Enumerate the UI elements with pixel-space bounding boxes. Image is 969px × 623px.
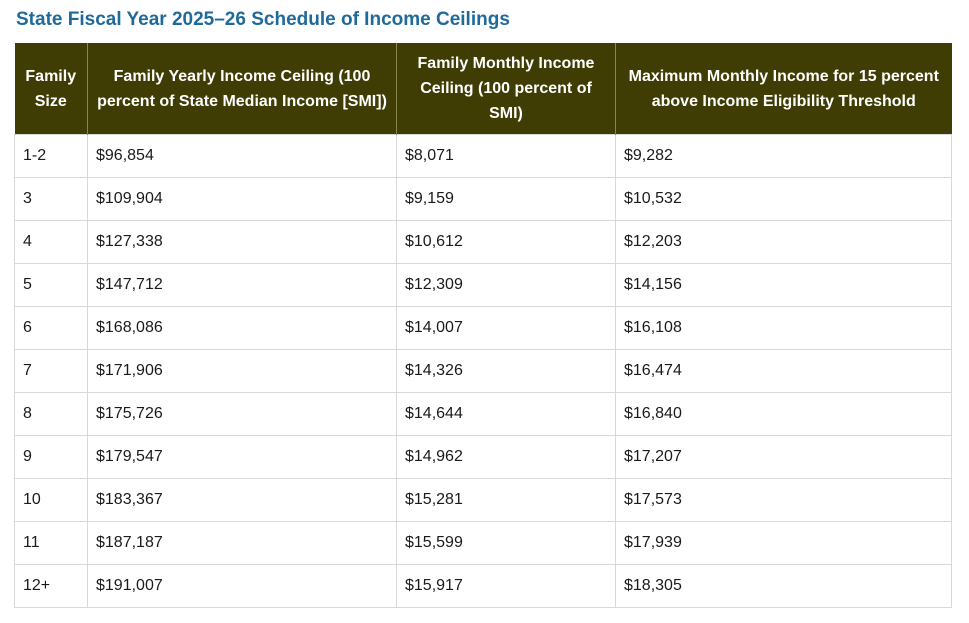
cell-yearly-ceiling: $168,086	[87, 306, 397, 350]
cell-monthly-ceiling: $14,007	[396, 306, 616, 350]
cell-yearly-ceiling: $175,726	[87, 392, 397, 436]
cell-max-monthly-income: $18,305	[615, 564, 952, 608]
table-row: 4 $127,338 $10,612 $12,203	[14, 220, 952, 264]
cell-family-size: 10	[14, 478, 88, 522]
header-monthly-income-ceiling: Family Monthly Income Ceiling (100 perce…	[396, 43, 616, 135]
cell-monthly-ceiling: $14,962	[396, 435, 616, 479]
cell-family-size: 12+	[14, 564, 88, 608]
table-row: 11 $187,187 $15,599 $17,939	[14, 521, 952, 565]
table-row: 5 $147,712 $12,309 $14,156	[14, 263, 952, 307]
cell-max-monthly-income: $17,207	[615, 435, 952, 479]
table-row: 9 $179,547 $14,962 $17,207	[14, 435, 952, 479]
table-body: 1-2 $96,854 $8,071 $9,282 3 $109,904 $9,159 $10…	[14, 134, 952, 608]
cell-yearly-ceiling: $191,007	[87, 564, 397, 608]
cell-monthly-ceiling: $10,612	[396, 220, 616, 264]
cell-yearly-ceiling: $183,367	[87, 478, 397, 522]
table-row: 6 $168,086 $14,007 $16,108	[14, 306, 952, 350]
cell-monthly-ceiling: $8,071	[396, 134, 616, 178]
income-ceilings-table: Family Size Family Yearly Income Ceiling…	[14, 43, 952, 608]
cell-monthly-ceiling: $14,326	[396, 349, 616, 393]
cell-max-monthly-income: $16,108	[615, 306, 952, 350]
cell-yearly-ceiling: $179,547	[87, 435, 397, 479]
cell-max-monthly-income: $17,939	[615, 521, 952, 565]
table-row: 1-2 $96,854 $8,071 $9,282	[14, 134, 952, 178]
cell-family-size: 4	[14, 220, 88, 264]
cell-monthly-ceiling: $15,281	[396, 478, 616, 522]
table-row: 8 $175,726 $14,644 $16,840	[14, 392, 952, 436]
cell-monthly-ceiling: $12,309	[396, 263, 616, 307]
table-row: 12+ $191,007 $15,917 $18,305	[14, 564, 952, 608]
cell-max-monthly-income: $14,156	[615, 263, 952, 307]
cell-yearly-ceiling: $187,187	[87, 521, 397, 565]
cell-monthly-ceiling: $14,644	[396, 392, 616, 436]
cell-monthly-ceiling: $15,917	[396, 564, 616, 608]
cell-family-size: 6	[14, 306, 88, 350]
cell-max-monthly-income: $17,573	[615, 478, 952, 522]
cell-family-size: 9	[14, 435, 88, 479]
header-row: Family Size Family Yearly Income Ceiling…	[14, 43, 952, 135]
table-row: 3 $109,904 $9,159 $10,532	[14, 177, 952, 221]
cell-yearly-ceiling: $109,904	[87, 177, 397, 221]
page-title: State Fiscal Year 2025–26 Schedule of In…	[16, 9, 510, 30]
table-row: 10 $183,367 $15,281 $17,573	[14, 478, 952, 522]
cell-family-size: 3	[14, 177, 88, 221]
cell-yearly-ceiling: $127,338	[87, 220, 397, 264]
table-header: Family Size Family Yearly Income Ceiling…	[14, 43, 952, 135]
cell-yearly-ceiling: $171,906	[87, 349, 397, 393]
cell-monthly-ceiling: $9,159	[396, 177, 616, 221]
cell-yearly-ceiling: $147,712	[87, 263, 397, 307]
header-yearly-income-ceiling: Family Yearly Income Ceiling (100 percen…	[87, 43, 397, 135]
cell-family-size: 5	[14, 263, 88, 307]
table-row: 7 $171,906 $14,326 $16,474	[14, 349, 952, 393]
cell-family-size: 11	[14, 521, 88, 565]
cell-monthly-ceiling: $15,599	[396, 521, 616, 565]
cell-max-monthly-income: $16,474	[615, 349, 952, 393]
header-family-size: Family Size	[14, 43, 88, 135]
cell-family-size: 7	[14, 349, 88, 393]
header-max-monthly-income: Maximum Monthly Income for 15 percent ab…	[615, 43, 952, 135]
cell-max-monthly-income: $9,282	[615, 134, 952, 178]
cell-max-monthly-income: $16,840	[615, 392, 952, 436]
cell-max-monthly-income: $10,532	[615, 177, 952, 221]
cell-family-size: 1-2	[14, 134, 88, 178]
cell-yearly-ceiling: $96,854	[87, 134, 397, 178]
cell-family-size: 8	[14, 392, 88, 436]
cell-max-monthly-income: $12,203	[615, 220, 952, 264]
